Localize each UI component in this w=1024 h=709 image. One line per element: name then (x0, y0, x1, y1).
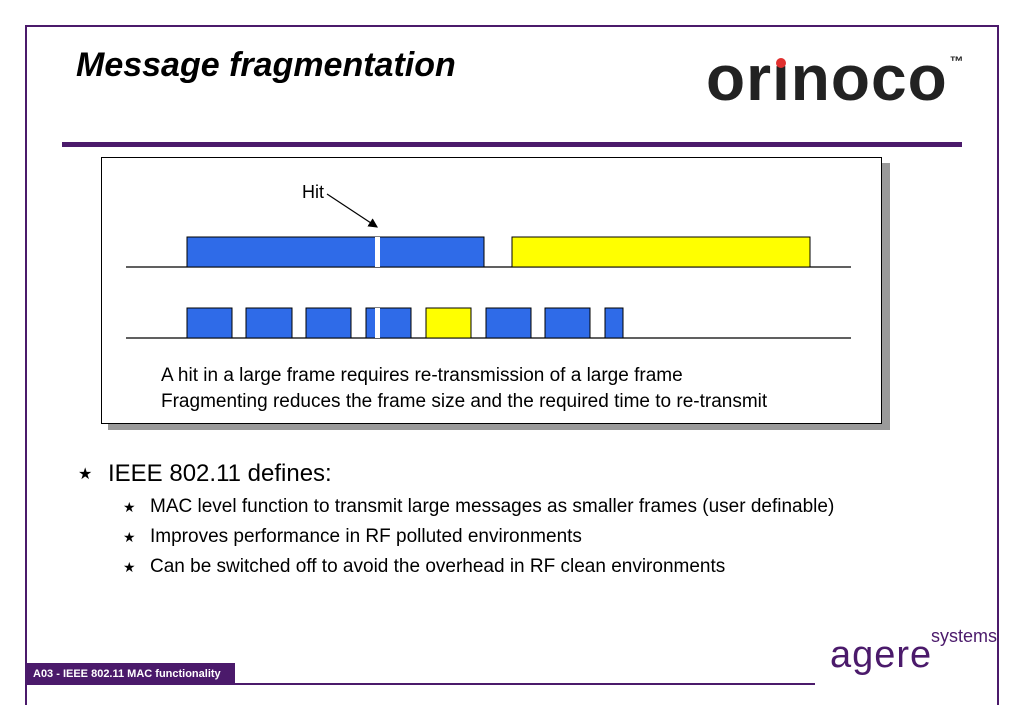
star-icon: ★ (123, 528, 136, 545)
agere-systems: systems (931, 626, 998, 646)
sub-bullet-text: Improves performance in RF polluted envi… (150, 526, 582, 547)
header-rule (62, 142, 962, 147)
diagram-box: Hit A hit in a large frame requires re-t… (101, 157, 882, 424)
sub-bullet-text: MAC level function to transmit large mes… (150, 496, 835, 517)
fragment-data-frame (245, 307, 293, 339)
logo-text-end: noco (790, 42, 948, 114)
hit-label: Hit (302, 182, 324, 202)
bullet-main-text: IEEE 802.11 defines: (108, 460, 332, 487)
logo-text-start: or (706, 42, 772, 114)
star-icon: ★ (78, 466, 93, 483)
fragmentation-diagram: Hit (126, 182, 851, 339)
fragment-hit-mark (375, 308, 380, 338)
fragment-data-frame (544, 307, 591, 339)
agere-word: agere (830, 634, 933, 676)
logo-i-stem: ı (772, 42, 791, 114)
caption-line-2: Fragmenting reduces the frame size and t… (161, 391, 768, 412)
large-ack-frame (511, 236, 811, 268)
bullet-main: ★ IEEE 802.11 defines: (78, 460, 834, 488)
footer-label: A03 - IEEE 802.11 MAC functionality (25, 663, 235, 685)
star-icon: ★ (123, 558, 136, 575)
bullet-list: ★ IEEE 802.11 defines: ★ MAC level funct… (78, 460, 834, 578)
fragment-data-frame (186, 307, 233, 339)
fragment-ack-frame (425, 307, 472, 339)
page-title: Message fragmentation (76, 46, 456, 84)
fragment-data-frame (365, 307, 412, 339)
slide-border (25, 25, 999, 705)
hit-arrow (326, 193, 379, 228)
hit-mark (375, 237, 380, 267)
sub-bullet: ★ Improves performance in RF polluted en… (123, 526, 834, 548)
agere-logo: agere systems (830, 626, 1010, 696)
logo-dot-icon (776, 58, 787, 68)
fragment-data-frame (485, 307, 532, 339)
sub-bullet: ★ MAC level function to transmit large m… (123, 496, 834, 518)
logo-trademark: ™ (949, 53, 965, 69)
fragment-data-frame (305, 307, 352, 339)
caption-line-1: A hit in a large frame requires re-trans… (161, 365, 683, 386)
fragment-data-frame (604, 307, 624, 339)
large-data-frame (186, 236, 485, 268)
footer-rule (235, 683, 815, 685)
star-icon: ★ (123, 498, 136, 515)
orinoco-logo: orı noco ™ (706, 46, 965, 110)
sub-bullet-text: Can be switched off to avoid the overhea… (150, 556, 726, 577)
logo-i: ı (772, 46, 791, 110)
sub-bullet: ★ Can be switched off to avoid the overh… (123, 556, 834, 578)
diagram-caption: A hit in a large frame requires re-trans… (161, 363, 767, 415)
